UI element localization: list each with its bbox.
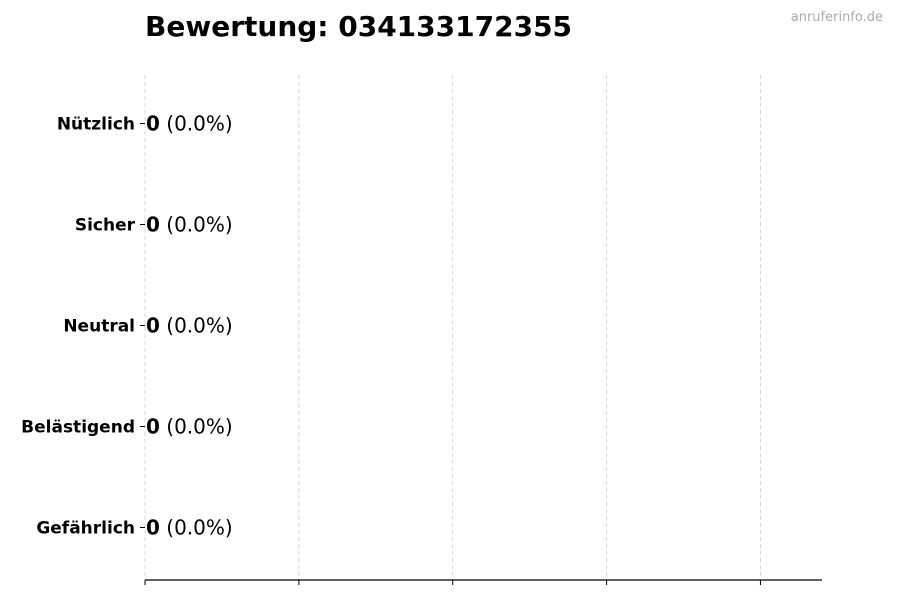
percent-label: (0.0%) [160, 314, 233, 338]
watermark: anruferinfo.de [790, 10, 883, 25]
category-label: Sicher [75, 216, 136, 236]
category-label: Nützlich [57, 115, 135, 135]
data-label: 0 (0.0%) [146, 415, 233, 439]
percent-label: (0.0%) [160, 112, 233, 136]
data-label: 0 (0.0%) [146, 213, 233, 237]
data-label: 0 (0.0%) [146, 516, 233, 540]
chart-title: Bewertung: 034133172355 [145, 10, 573, 43]
percent-label: (0.0%) [160, 516, 233, 540]
value-label: 0 [146, 112, 160, 136]
value-label: 0 [146, 516, 160, 540]
value-label: 0 [146, 415, 160, 439]
category-label: Gefährlich [36, 519, 135, 539]
value-label: 0 [146, 213, 160, 237]
percent-label: (0.0%) [160, 415, 233, 439]
value-label: 0 [146, 314, 160, 338]
percent-label: (0.0%) [160, 213, 233, 237]
category-label: Neutral [63, 317, 135, 337]
category-label: Belästigend [21, 418, 135, 438]
data-label: 0 (0.0%) [146, 314, 233, 338]
data-label: 0 (0.0%) [146, 112, 233, 136]
